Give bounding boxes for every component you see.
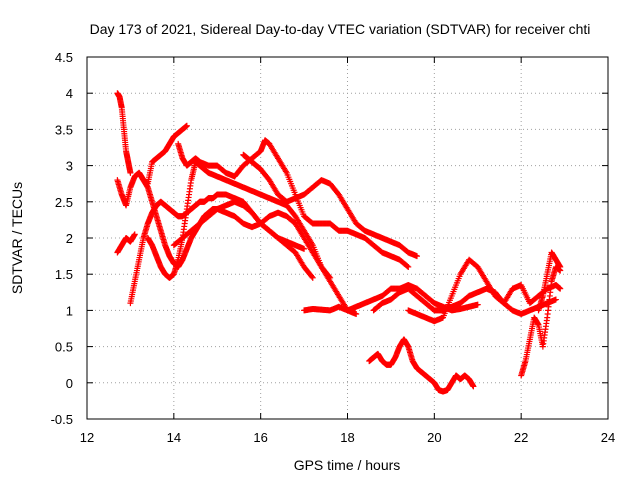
data-point: [557, 263, 564, 270]
y-tick-label: -0.5: [51, 412, 73, 427]
data-point: [183, 122, 190, 129]
data-point: [309, 274, 316, 281]
y-tick-label: 0.5: [55, 340, 73, 355]
series-arc-8: [240, 151, 420, 260]
series-arc-3: [114, 231, 138, 256]
series-arc-9: [170, 206, 360, 318]
series-arc-14: [518, 263, 564, 379]
x-tick-label: 22: [514, 430, 528, 445]
y-tick-label: 3: [66, 159, 73, 174]
y-tick-label: 4.5: [55, 50, 73, 65]
data-points: [114, 90, 564, 395]
data-point: [404, 263, 411, 270]
x-tick-label: 18: [340, 430, 354, 445]
data-point: [470, 383, 477, 390]
data-point: [552, 296, 559, 303]
x-axis-label: GPS time / hours: [294, 457, 401, 473]
y-tick-label: 4: [66, 86, 73, 101]
series-arc-12: [405, 256, 564, 325]
data-point: [131, 231, 138, 238]
data-point: [301, 245, 308, 252]
x-tick-labels: 12 14 16 18 20 22 24: [80, 430, 615, 445]
y-tick-label: 3.5: [55, 122, 73, 137]
data-point: [127, 169, 134, 176]
y-tick-label: 2: [66, 231, 73, 246]
x-tick-label: 12: [80, 430, 94, 445]
y-tick-label: 2.5: [55, 195, 73, 210]
series-arc-6: [144, 158, 334, 281]
y-tick-label: 0: [66, 376, 73, 391]
y-tick-labels: -0.5 0 0.5 1 1.5 2 2.5 3 3.5 4 4.5: [51, 50, 73, 427]
x-tick-label: 16: [253, 430, 267, 445]
x-tick-label: 14: [167, 430, 181, 445]
data-point: [353, 311, 360, 318]
data-point: [413, 253, 420, 260]
data-point: [474, 301, 481, 308]
series-arc-5: [136, 169, 308, 270]
series-arc-13: [366, 336, 477, 395]
y-tick-label: 1: [66, 303, 73, 318]
x-tick-label: 20: [427, 430, 441, 445]
series-arc-7: [175, 137, 412, 270]
data-point: [557, 285, 564, 292]
series-arc-15: [535, 249, 564, 314]
x-tick-label: 24: [601, 430, 615, 445]
y-axis-label: SDTVAR / TECUs: [9, 182, 25, 294]
data-point: [308, 273, 315, 280]
data-point: [405, 263, 412, 270]
series-arc-1: [114, 90, 134, 176]
chart-title: Day 173 of 2021, Sidereal Day-to-day VTE…: [90, 21, 591, 37]
axis-ticks: [86, 56, 609, 420]
y-tick-label: 1.5: [55, 267, 73, 282]
